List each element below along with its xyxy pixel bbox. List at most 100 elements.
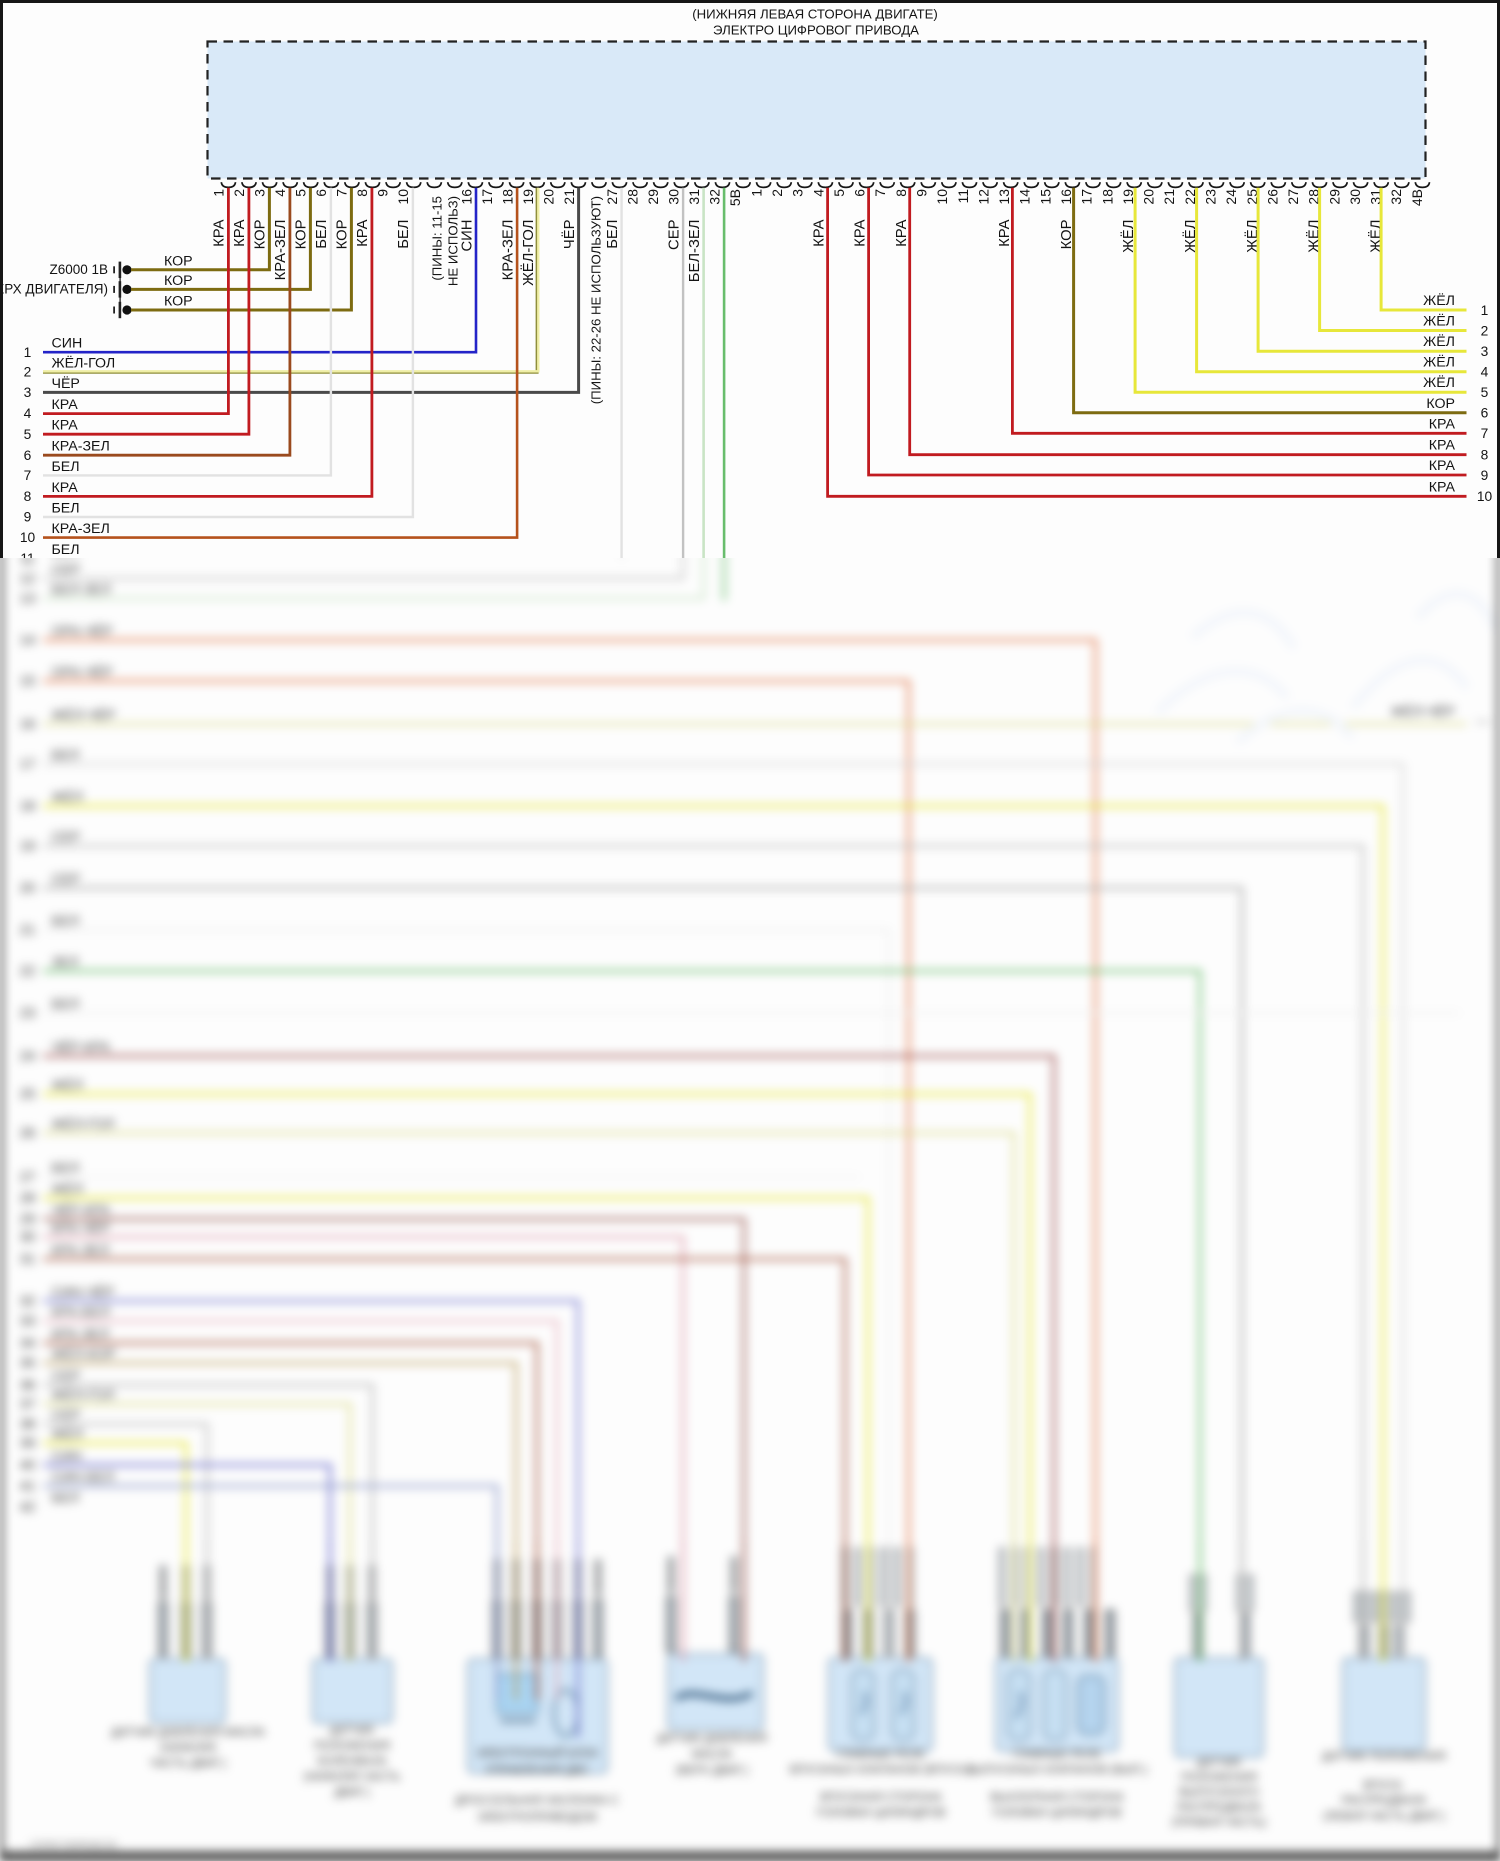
svg-text:2: 2 xyxy=(1481,323,1489,338)
svg-text:38: 38 xyxy=(20,1416,36,1432)
svg-text:29: 29 xyxy=(20,1211,36,1227)
svg-text:31: 31 xyxy=(686,189,702,205)
svg-text:28: 28 xyxy=(20,1190,36,1206)
svg-text:ЖЁЛ: ЖЁЛ xyxy=(52,1181,83,1197)
svg-text:КРА-ЗЕЛ: КРА-ЗЕЛ xyxy=(52,1242,110,1258)
svg-text:ВПУСК.: ВПУСК. xyxy=(1363,1780,1404,1792)
svg-text:СИН-ЧЁР: СИН-ЧЁР xyxy=(52,1284,115,1300)
svg-text:22: 22 xyxy=(20,963,36,979)
svg-text:5: 5 xyxy=(1481,385,1489,400)
svg-text:5В: 5В xyxy=(727,189,743,206)
svg-text:ГЛАВНЫЕ РЕЛЕ: ГЛАВНЫЕ РЕЛЕ xyxy=(837,1749,926,1761)
svg-text:ЖЁЛ: ЖЁЛ xyxy=(1423,313,1455,330)
svg-text:11: 11 xyxy=(20,551,34,558)
svg-text:19: 19 xyxy=(20,838,36,854)
svg-text:ДРОССЕЛЬНАЯ ЗАСЛОНКА С: ДРОССЕЛЬНАЯ ЗАСЛОНКА С xyxy=(455,1795,619,1807)
svg-text:ЖЁЛ: ЖЁЛ xyxy=(1120,220,1137,253)
svg-text:20: 20 xyxy=(540,189,556,205)
svg-text:СЕР: СЕР xyxy=(52,829,81,845)
svg-text:КОР: КОР xyxy=(164,294,193,310)
svg-text:5: 5 xyxy=(24,427,32,442)
svg-text:ОРА-ЧЁР: ОРА-ЧЁР xyxy=(52,623,113,639)
svg-text:23: 23 xyxy=(20,1005,36,1021)
svg-text:25: 25 xyxy=(1244,189,1260,205)
svg-text:29: 29 xyxy=(1326,189,1342,205)
svg-text:8: 8 xyxy=(354,189,370,197)
svg-text:30: 30 xyxy=(20,1229,36,1245)
svg-text:5: 5 xyxy=(293,189,309,197)
svg-text:БЕЛ-ЗЕЛ: БЕЛ-ЗЕЛ xyxy=(687,220,703,283)
svg-text:28: 28 xyxy=(624,189,640,205)
svg-text:16: 16 xyxy=(20,716,36,732)
svg-text:ПОЛОЖЕНИЯ: ПОЛОЖЕНИЯ xyxy=(1181,1772,1258,1784)
svg-text:6: 6 xyxy=(313,189,329,197)
svg-text:ЖЁЛ: ЖЁЛ xyxy=(1423,333,1455,350)
svg-text:(НИЖНЯЯ ЧАСТЬ: (НИЖНЯЯ ЧАСТЬ xyxy=(304,1772,401,1784)
svg-text:4В: 4В xyxy=(1409,189,1425,206)
svg-text:КРА: КРА xyxy=(52,480,79,496)
svg-text:10: 10 xyxy=(20,530,36,545)
svg-text:БЕЛ: БЕЛ xyxy=(52,1490,80,1506)
svg-text:30: 30 xyxy=(665,189,681,205)
svg-text:36: 36 xyxy=(20,1377,36,1393)
svg-text:20: 20 xyxy=(20,880,36,896)
svg-text:42: 42 xyxy=(20,1499,36,1515)
svg-text:ЧЁР-КРА: ЧЁР-КРА xyxy=(52,1039,111,1055)
svg-text:ЖЁЛ: ЖЁЛ xyxy=(1244,220,1261,253)
svg-text:21: 21 xyxy=(1161,189,1177,205)
svg-text:4: 4 xyxy=(272,189,288,197)
svg-text:КРА: КРА xyxy=(52,397,79,413)
svg-text:21: 21 xyxy=(20,922,36,938)
svg-text:ЭЛЕКТРО ЦИФРОВОГ ПРИВОДА: ЭЛЕКТРО ЦИФРОВОГ ПРИВОДА xyxy=(713,23,919,38)
svg-text:БЕЛ: БЕЛ xyxy=(52,747,80,763)
svg-text:КОР: КОР xyxy=(294,219,310,249)
svg-text:4: 4 xyxy=(1481,365,1489,380)
svg-text:УПРАВЛЕНИЯ ДВС: УПРАВЛЕНИЯ ДВС xyxy=(485,1765,589,1777)
svg-text:ОРА-ЧЁР: ОРА-ЧЁР xyxy=(52,664,113,680)
svg-text:12: 12 xyxy=(975,189,991,205)
svg-text:СЕР: СЕР xyxy=(52,1368,81,1384)
svg-text:КОР: КОР xyxy=(1059,219,1075,249)
svg-text:БЕЛ: БЕЛ xyxy=(52,501,80,517)
svg-text:3: 3 xyxy=(24,385,32,400)
svg-text:КРА-БЕЛ: КРА-БЕЛ xyxy=(52,1304,110,1320)
svg-text:18: 18 xyxy=(499,189,515,205)
svg-text:8: 8 xyxy=(24,489,32,504)
svg-text:9: 9 xyxy=(24,510,32,525)
svg-text:КРА-ЗЕЛ: КРА-ЗЕЛ xyxy=(52,439,110,455)
svg-text:23: 23 xyxy=(1202,189,1218,205)
svg-text:КРА: КРА xyxy=(232,219,248,246)
svg-text:28: 28 xyxy=(1306,189,1322,205)
svg-text:БЕЛ: БЕЛ xyxy=(52,913,80,929)
svg-text:1: 1 xyxy=(748,189,764,197)
svg-text:10: 10 xyxy=(1477,489,1493,504)
svg-text:2: 2 xyxy=(769,189,785,197)
svg-text:БЕЛ: БЕЛ xyxy=(605,220,621,249)
svg-text:6: 6 xyxy=(1481,406,1489,421)
svg-text:ЧЁР-КРА: ЧЁР-КРА xyxy=(52,1202,111,1218)
svg-text:ПОЛОЖЕНИЯ: ПОЛОЖЕНИЯ xyxy=(314,1741,391,1753)
svg-text:СИН: СИН xyxy=(459,220,475,252)
svg-text:БЕЛ: БЕЛ xyxy=(52,542,80,558)
svg-text:ВПУСКНАЯ СТОРОНА: ВПУСКНАЯ СТОРОНА xyxy=(820,1792,942,1804)
svg-text:схема-привода.ру: схема-привода.ру xyxy=(30,1838,118,1850)
svg-text:ЖЁЛ-ГОЛ: ЖЁЛ-ГОЛ xyxy=(520,220,537,286)
svg-text:26: 26 xyxy=(1264,189,1280,205)
svg-text:ДАТЧИК: ДАТЧИК xyxy=(1197,1757,1242,1769)
svg-text:КРА-ЧЁР: КРА-ЧЁР xyxy=(52,1220,111,1236)
svg-text:18: 18 xyxy=(1099,189,1115,205)
svg-text:ГОЛОВКИ ЦИЛИНДРОВ: ГОЛОВКИ ЦИЛИНДРОВ xyxy=(992,1808,1122,1820)
svg-text:КОР: КОР xyxy=(164,253,193,269)
svg-text:ГЛАВНЫЕ РЕЛЕ: ГЛАВНЫЕ РЕЛЕ xyxy=(1013,1749,1102,1761)
svg-text:30: 30 xyxy=(1347,189,1363,205)
svg-text:39: 39 xyxy=(20,1435,36,1451)
svg-text:ЗЕЛ: ЗЕЛ xyxy=(52,954,79,970)
svg-text:13: 13 xyxy=(996,189,1012,205)
svg-text:6: 6 xyxy=(24,448,32,463)
svg-text:27: 27 xyxy=(604,189,620,205)
svg-text:32: 32 xyxy=(706,189,722,205)
svg-text:17: 17 xyxy=(20,756,36,772)
svg-text:10: 10 xyxy=(395,189,411,205)
svg-text:БЕЛ: БЕЛ xyxy=(396,220,412,249)
svg-text:16: 16 xyxy=(458,189,474,205)
